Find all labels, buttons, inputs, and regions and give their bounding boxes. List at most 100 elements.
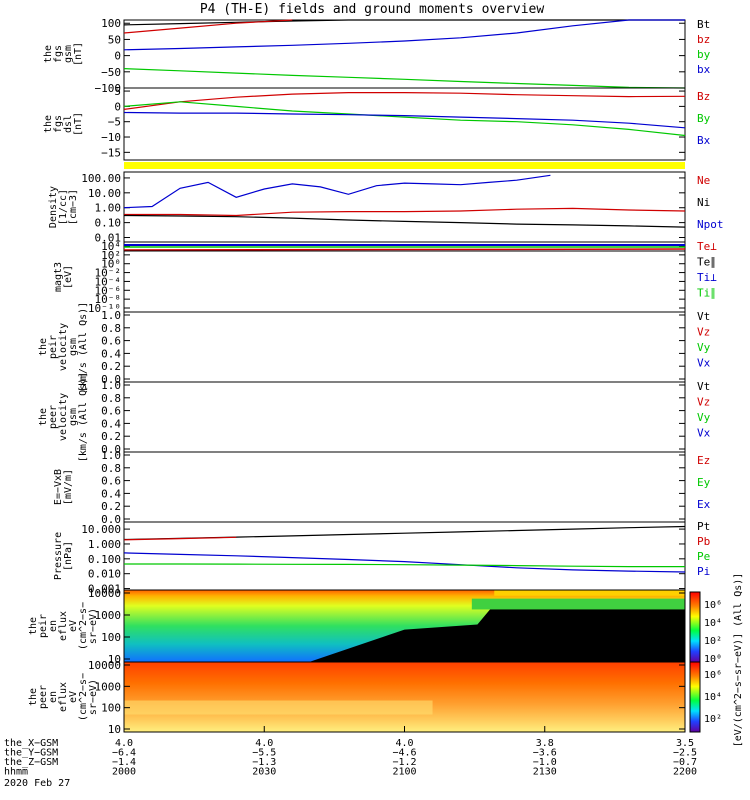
y-tick-label: 1.0 <box>101 309 121 322</box>
series-line-Npot <box>123 174 551 209</box>
colorbar-tick: 10⁰ <box>704 654 722 665</box>
y-tick-label: 0.4 <box>101 417 121 430</box>
y-tick-label: −15 <box>101 146 121 159</box>
legend-Ey: Ey <box>697 476 711 489</box>
x-row-value: −6.4 <box>112 748 136 759</box>
y-axis-label: the peir velocity gsm [km/s (All Qs)] <box>38 302 89 392</box>
legend-Vx: Vx <box>697 357 711 370</box>
y-tick-label: 100 <box>101 702 121 715</box>
y-axis-label: the peer en eflux eV (cm^2−s− sr−eV) <box>28 673 99 721</box>
y-tick-label: 10² <box>101 249 121 262</box>
y-tick-label: −100 <box>95 82 122 95</box>
y-tick-label: 1.0 <box>101 449 121 462</box>
x-row-value: 2130 <box>533 767 557 778</box>
legend-Ni: Ni <box>697 196 710 209</box>
y-axis-label-line: the <box>38 338 49 356</box>
panel-fgs-dsl: 5 0 −5 −10 −15 the fgs dsl [nT] Bz By Bx <box>43 85 711 161</box>
y-tick-label: 10.000 <box>81 523 121 536</box>
y-axis-label-line: the <box>43 115 54 133</box>
x-row-value: 2200 <box>673 767 697 778</box>
series-line-bz <box>123 19 293 34</box>
colorbar-tick: 10² <box>704 636 722 647</box>
legend-Pe: Pe <box>697 550 710 563</box>
y-tick-label: 0.6 <box>101 405 121 418</box>
y-axis-label-line: fgs <box>53 115 64 133</box>
y-tick-label: 0.001 <box>88 583 121 596</box>
ion-spectrogram-top-band <box>494 590 685 596</box>
y-tick-label: 10.00 <box>88 187 121 200</box>
y-axis-label-line: dsl <box>63 115 74 133</box>
legend-bx: bx <box>697 63 711 76</box>
y-tick-label: 10000 <box>88 659 121 672</box>
y-tick-label: 0 <box>114 50 121 63</box>
y-tick-label: 10⁰ <box>101 258 121 271</box>
y-axis-label-line: eV <box>68 620 79 632</box>
y-axis-label-line: Pressure <box>53 532 64 580</box>
figure-title: P4 (TH-E) fields and ground moments over… <box>200 2 545 17</box>
y-axis-label-line: [km/s (All Qs)] <box>78 302 89 392</box>
y-axis-label-line: peer <box>38 685 49 709</box>
y-axis-label-line: the <box>43 45 54 63</box>
series-line-Pb <box>123 536 237 541</box>
y-axis-label-line: gsm <box>68 338 79 356</box>
y-axis-label-line: magt3 <box>53 262 64 292</box>
y-axis-label-line: eflux <box>58 611 69 641</box>
panel-frame <box>123 311 686 383</box>
legend-Pt: Pt <box>697 520 710 533</box>
y-axis-label-line: peir <box>38 614 49 638</box>
x-row-value: 2030 <box>252 767 276 778</box>
panel-frame <box>123 521 686 591</box>
legend-Vx: Vx <box>697 427 711 440</box>
y-tick-label: 0.010 <box>88 568 121 581</box>
y-axis-label: Pressure [nPa] <box>53 532 74 580</box>
legend-Ti⊥: Ti⊥ <box>697 271 717 284</box>
y-axis-label-line: [km/s (All Qs)] <box>78 372 89 462</box>
y-tick-label: 10 <box>108 723 121 736</box>
x-row-label: the_X−GSM <box>4 738 58 749</box>
legend-Npot: Npot <box>697 218 724 231</box>
panel-peir-en-eflux: 10000 1000 100 10 the peir en eflux eV (cm^2−s− sr… <box>28 587 686 666</box>
y-tick-label: 5 <box>114 85 121 98</box>
legend-Ne: Ne <box>697 174 710 187</box>
y-axis-label-line: eV <box>68 691 79 703</box>
y-tick-label: 100 <box>101 17 121 30</box>
y-axis-label-line: gsm <box>63 45 74 63</box>
x-row-label: the_Z−GSM <box>4 757 58 768</box>
y-tick-label: 10⁻⁶ <box>95 284 122 297</box>
y-axis-label-line: [nT] <box>73 112 84 136</box>
legend-Te⊥: Te⊥ <box>697 240 717 253</box>
y-axis-label-line: [1/cc] <box>58 189 69 225</box>
series-line-by <box>123 68 686 89</box>
x-row-value: 2100 <box>392 767 416 778</box>
colorbar-label: [eV/(cm^2−s−sr−eV)] (All Qs)] <box>733 573 744 748</box>
y-tick-label: 0.6 <box>101 335 121 348</box>
y-axis-label-line: the <box>28 688 39 706</box>
y-axis-label-line: [cm−3] <box>68 189 79 225</box>
y-axis-label-line: sr−eV) <box>88 679 99 715</box>
x-row-value: 4.0 <box>255 738 273 749</box>
y-tick-label: 0.0 <box>101 443 121 456</box>
y-axis-label: the fgs gsm [nT] <box>43 42 84 66</box>
legend-By: By <box>697 112 711 125</box>
x-row-label: hhmm <box>4 767 28 778</box>
y-tick-label: 0.4 <box>101 487 121 500</box>
y-tick-label: 0.100 <box>88 553 121 566</box>
x-row-value: −1.2 <box>392 757 416 768</box>
x-row-value: −1.4 <box>112 757 136 768</box>
x-row-value: 3.8 <box>536 738 554 749</box>
quality-flag-bar <box>124 162 685 169</box>
y-tick-label: 0.01 <box>95 232 122 245</box>
y-axis-label-line: (cm^2−s− <box>78 602 89 650</box>
legend-by: by <box>697 48 711 61</box>
legend-Vy: Vy <box>697 341 711 354</box>
legend-Bz: Bz <box>697 90 710 103</box>
y-axis-label-line: (cm^2−s− <box>78 673 89 721</box>
y-tick-label: 0.8 <box>101 322 121 335</box>
panel-efield: 1.00.80.60.40.20.0 E=−VxB [mV/m] Ez Ey Ex <box>53 449 711 526</box>
panel-peer-en-eflux: 10000 1000 100 10 the peer en eflux eV (cm^2−s− sr… <box>28 659 686 736</box>
electron-spectrogram-band <box>124 700 433 715</box>
legend-Vy: Vy <box>697 411 711 424</box>
x-row-value: −5.5 <box>252 748 276 759</box>
